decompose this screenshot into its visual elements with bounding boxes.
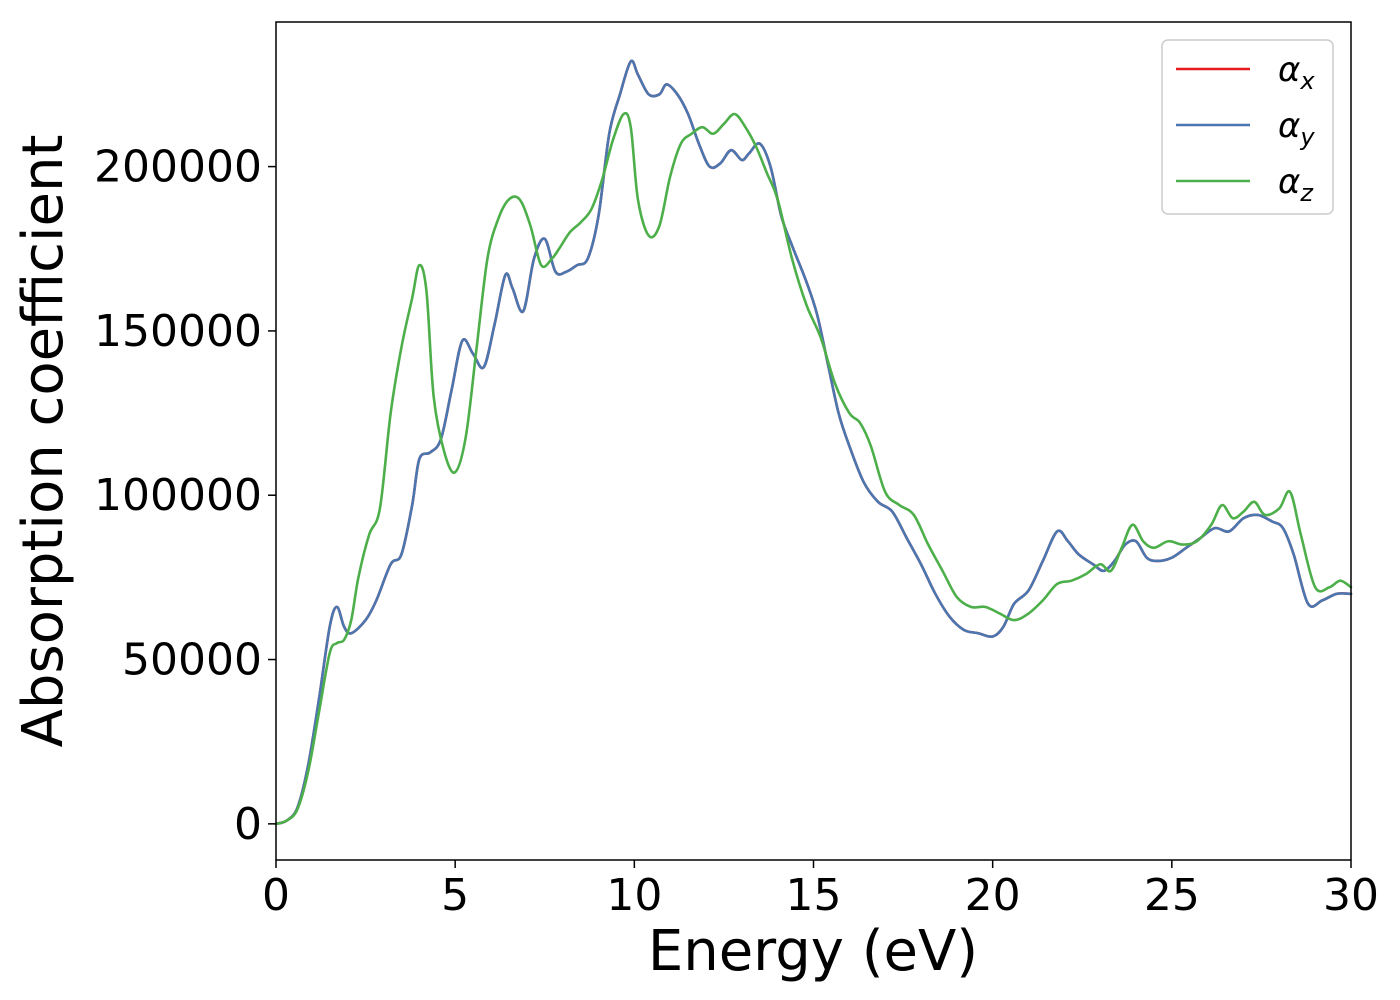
y-tick-label: 50000 [122,635,262,686]
plot-lines [274,59,1353,826]
legend-label-alpha-y: αy [1278,106,1315,151]
x-tick-label: 0 [262,870,290,921]
x-tick-label: 25 [1144,870,1200,921]
x-axis-ticks: 0 5 10 15 20 25 30 [262,860,1379,921]
y-tick-label: 150000 [94,306,262,357]
x-axis-title: Energy (eV) [648,919,978,984]
x-tick-label: 15 [786,870,842,921]
series-line-alpha-y [274,59,1353,826]
y-axis-ticks: 0 50000 100000 150000 200000 [94,142,276,850]
x-tick-label: 20 [965,870,1021,921]
series-line-alpha-z [274,111,1353,826]
x-tick-label: 30 [1323,870,1379,921]
y-tick-label: 200000 [94,142,262,193]
legend-label-alpha-x: αx [1278,50,1315,95]
y-tick-label: 0 [234,799,262,850]
x-tick-label: 5 [441,870,469,921]
y-tick-label: 100000 [94,470,262,521]
legend-box [1161,39,1334,215]
y-axis-title: Absorption coefficient [11,135,76,748]
x-tick-label: 10 [606,870,662,921]
